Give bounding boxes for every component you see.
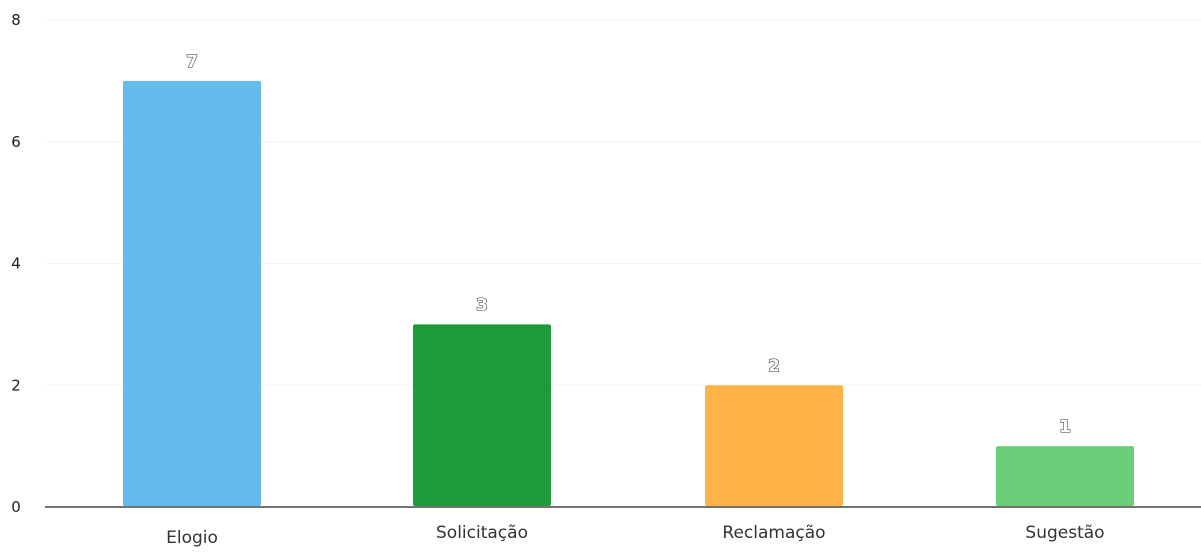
bar-elogio (123, 80, 261, 506)
category-label-solicitacao: Solicitação (436, 523, 528, 543)
bar-solicitacao (413, 324, 551, 506)
category-label-elogio: Elogio (166, 528, 218, 548)
data-label-reclamacao: 2 (768, 356, 780, 376)
x-axis-categories: Elogio Solicitação Reclamação Sugestão (166, 523, 1104, 548)
category-label-sugestao: Sugestão (1025, 523, 1104, 543)
bars (123, 80, 1134, 506)
y-axis-ticks: 0 2 4 6 8 (11, 11, 21, 516)
data-labels: 7 3 2 1 (186, 51, 1072, 437)
data-label-elogio: 7 (186, 52, 198, 72)
bar-sugestao (996, 446, 1134, 506)
y-tick-label-6: 6 (11, 133, 21, 151)
data-label-sugestao: 1 (1059, 417, 1071, 437)
data-label-solicitacao: 3 (476, 295, 488, 315)
y-tick-label-2: 2 (11, 376, 21, 394)
y-tick-label-0: 0 (11, 498, 21, 516)
bar-reclamacao (705, 385, 843, 506)
y-tick-label-4: 4 (11, 255, 21, 273)
y-tick-label-8: 8 (11, 11, 21, 29)
category-label-reclamacao: Reclamação (722, 523, 825, 543)
